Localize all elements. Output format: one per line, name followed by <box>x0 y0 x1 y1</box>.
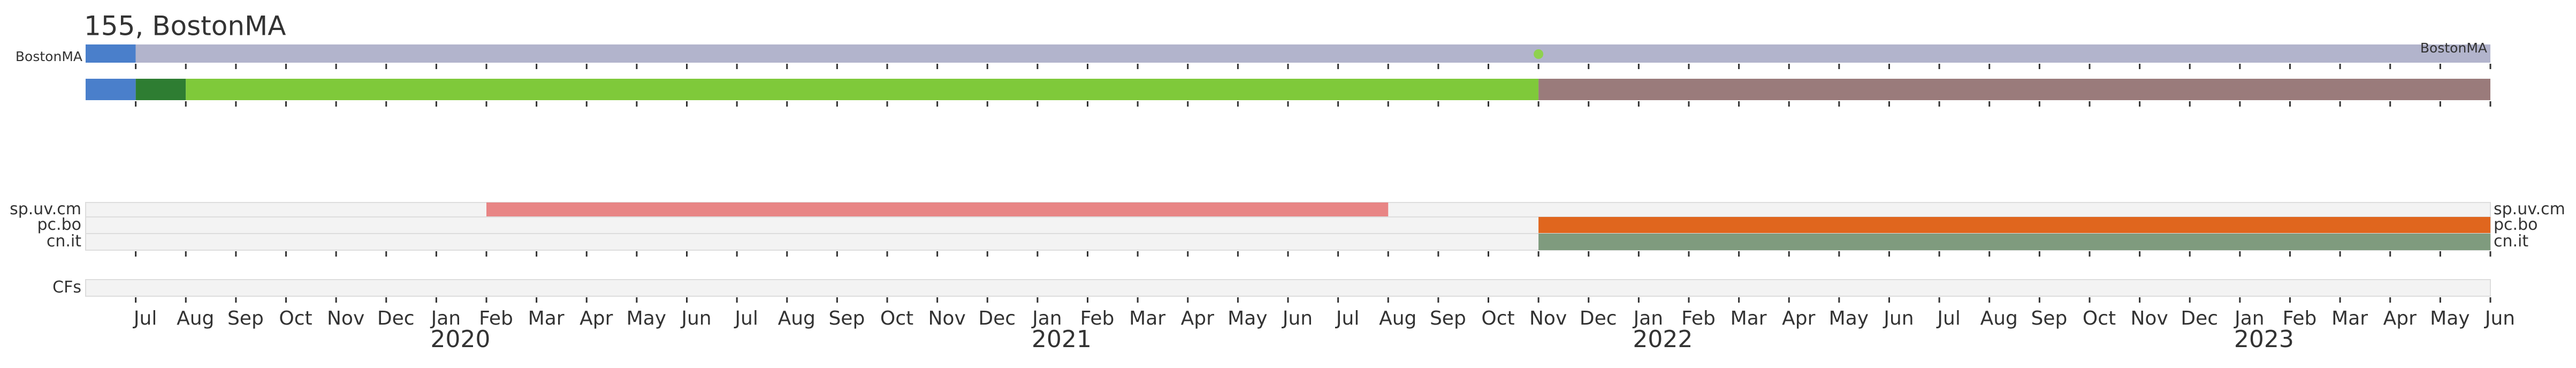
x-tick-label: Apr <box>2383 307 2417 329</box>
row-label-right: cn.it <box>2494 232 2528 251</box>
x-tick-label: Mar <box>1129 307 1165 329</box>
segment <box>86 44 136 63</box>
x-tick-label: Sep <box>828 307 865 329</box>
row-label-right: pc.bo <box>2494 215 2537 234</box>
x-tick-label: May <box>1829 307 1869 329</box>
x-tick-label: Oct <box>1481 307 1514 329</box>
x-tick-label: Jul <box>1936 307 1960 329</box>
row-label: BostonMA <box>16 49 82 64</box>
x-tick-label: Aug <box>177 307 214 329</box>
x-tick-label: Apr <box>1782 307 1815 329</box>
x-tick-label: Aug <box>1379 307 1416 329</box>
x-tick-label: Jun <box>1282 307 1313 329</box>
row-label-right: BostonMA <box>2420 40 2487 56</box>
segment <box>486 202 1389 217</box>
x-tick-label: Mar <box>1731 307 1767 329</box>
x-tick-label: Jan <box>1031 307 1062 329</box>
x-tick-label: Nov <box>928 307 965 329</box>
x-tick-label: Dec <box>978 307 1016 329</box>
year-label: 2022 <box>1633 326 1693 353</box>
x-tick-label: Nov <box>1529 307 1567 329</box>
x-tick-label: Jun <box>680 307 711 329</box>
x-tick-label: Dec <box>1580 307 1617 329</box>
lane <box>85 279 2491 297</box>
x-tick-label: Feb <box>1681 307 1716 329</box>
row-label: cn.it <box>47 232 81 251</box>
x-tick-label: Jan <box>430 307 461 329</box>
x-tick-label: Oct <box>279 307 312 329</box>
x-tick-label: Jul <box>133 307 157 329</box>
year-label: 2020 <box>430 326 490 353</box>
x-tick-label: Feb <box>479 307 513 329</box>
x-tick-label: Jul <box>734 307 758 329</box>
segment <box>86 79 136 100</box>
x-tick-label: May <box>1228 307 1267 329</box>
x-tick-label: Oct <box>880 307 913 329</box>
segment <box>186 79 1088 100</box>
x-tick-label: Sep <box>2031 307 2067 329</box>
x-tick-label: Jun <box>1883 307 1914 329</box>
x-tick-label: Aug <box>1980 307 2018 329</box>
x-tick-label: Sep <box>227 307 264 329</box>
x-tick-label: Jan <box>2234 307 2265 329</box>
x-tick-label: Apr <box>580 307 613 329</box>
x-tick-label: Dec <box>377 307 415 329</box>
segment <box>1538 217 2490 234</box>
x-tick-label: Nov <box>327 307 364 329</box>
x-tick-label: Aug <box>778 307 816 329</box>
x-tick-label: Jul <box>1335 307 1359 329</box>
segment <box>1538 234 2490 250</box>
row-label: pc.bo <box>37 215 81 234</box>
x-tick-label: Jan <box>1633 307 1664 329</box>
x-tick-label: Mar <box>2331 307 2368 329</box>
segment <box>1538 79 2490 100</box>
segment <box>1087 79 1539 100</box>
row-label: CFs <box>52 278 81 297</box>
row-label-right: sp.uv.cm <box>2494 200 2565 219</box>
x-tick-label: Nov <box>2130 307 2168 329</box>
x-tick-label: May <box>627 307 666 329</box>
x-tick-label: May <box>2430 307 2470 329</box>
x-tick-label: Apr <box>1181 307 1214 329</box>
x-tick-label: Jun <box>2484 307 2515 329</box>
segment <box>135 79 186 100</box>
segment <box>135 44 2490 63</box>
x-tick-label: Dec <box>2181 307 2218 329</box>
x-tick-label: Feb <box>1080 307 1115 329</box>
marker <box>1534 49 1544 59</box>
year-label: 2023 <box>2234 326 2294 353</box>
x-tick-label: Feb <box>2283 307 2317 329</box>
chart-title: 155, BostonMA <box>84 11 286 42</box>
x-tick-label: Mar <box>528 307 565 329</box>
year-label: 2021 <box>1032 326 1092 353</box>
x-tick-label: Sep <box>1430 307 1466 329</box>
row-label: sp.uv.cm <box>10 200 81 219</box>
x-tick-label: Oct <box>2083 307 2116 329</box>
